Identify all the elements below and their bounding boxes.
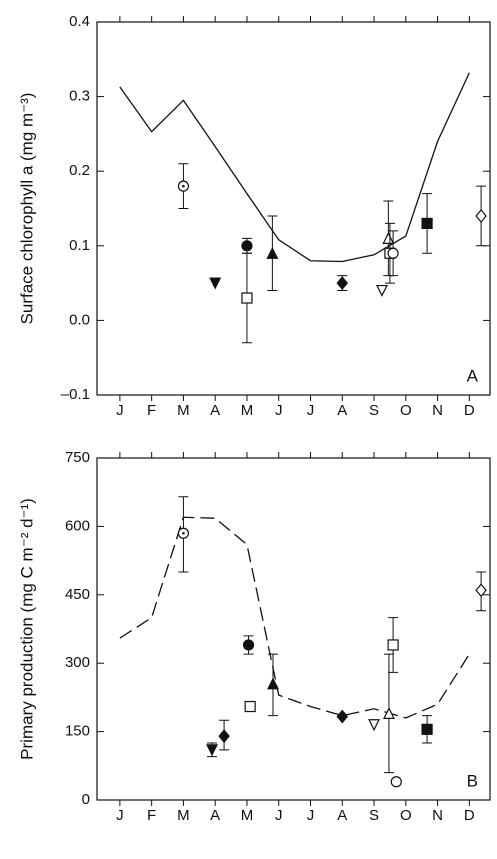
x-tick-label: A <box>337 402 347 419</box>
x-tick-label: M <box>177 402 190 419</box>
line <box>119 72 470 263</box>
x-tick-label: J <box>307 402 315 419</box>
x-tick-label: D <box>464 402 475 419</box>
marker <box>267 677 279 690</box>
marker <box>475 209 487 223</box>
marker <box>242 639 255 651</box>
panel-label: B <box>467 771 478 790</box>
y-tick-label: 0.4 <box>69 13 90 30</box>
x-tick-label: M <box>241 402 254 419</box>
y-tick-label: 0.3 <box>69 88 90 105</box>
x-tick-label: J <box>275 807 283 824</box>
x-tick-label: N <box>432 402 443 419</box>
y-axis-label: Surface chlorophyll a (mg m⁻³) <box>17 93 36 325</box>
x-tick-label: N <box>432 807 443 824</box>
marker <box>390 776 402 788</box>
marker-dot <box>182 184 185 188</box>
marker <box>209 277 222 290</box>
marker <box>336 709 349 724</box>
marker <box>387 247 399 259</box>
x-tick-label: O <box>400 402 412 419</box>
x-tick-label: J <box>275 402 283 419</box>
marker <box>241 240 253 252</box>
x-tick-label: F <box>147 807 156 824</box>
marker <box>421 723 433 735</box>
x-tick-label: A <box>210 402 220 419</box>
x-tick-label: A <box>210 807 220 824</box>
y-tick-label: 600 <box>65 517 90 534</box>
x-tick-label: M <box>241 807 254 824</box>
x-tick-label: S <box>369 807 379 824</box>
marker <box>376 284 388 297</box>
marker <box>382 707 395 719</box>
marker <box>244 700 256 713</box>
y-tick-label: –0.1 <box>61 386 90 403</box>
plot-frame <box>96 21 491 396</box>
marker-dot <box>182 531 185 535</box>
x-tick-label: A <box>337 807 347 824</box>
marker <box>421 217 433 230</box>
marker <box>382 231 395 244</box>
x-tick-label: D <box>464 807 475 824</box>
y-tick-label: 300 <box>65 654 90 671</box>
x-tick-label: F <box>147 402 156 419</box>
y-axis-label: Primary production (mg C m⁻² d⁻¹) <box>17 498 36 760</box>
marker <box>368 719 381 732</box>
line <box>119 516 470 719</box>
marker <box>241 292 253 304</box>
x-tick-label: M <box>177 807 190 824</box>
plot-frame <box>96 457 491 801</box>
marker <box>266 246 279 259</box>
x-tick-label: J <box>116 402 124 419</box>
x-tick-label: O <box>400 807 412 824</box>
y-tick-label: 750 <box>65 449 90 466</box>
y-tick-label: 0.2 <box>69 162 90 179</box>
marker <box>336 276 349 291</box>
y-tick-label: 0 <box>82 791 90 808</box>
y-tick-label: 450 <box>65 586 90 603</box>
x-tick-label: J <box>116 807 124 824</box>
marker <box>218 729 230 744</box>
marker <box>387 639 399 651</box>
y-tick-label: 0.0 <box>69 311 90 328</box>
y-tick-label: 0.1 <box>69 237 90 254</box>
marker <box>206 744 218 757</box>
x-tick-label: J <box>307 807 315 824</box>
panel-label: A <box>467 366 479 385</box>
x-tick-label: S <box>369 402 379 419</box>
y-tick-label: 150 <box>65 723 90 740</box>
marker <box>475 583 487 598</box>
